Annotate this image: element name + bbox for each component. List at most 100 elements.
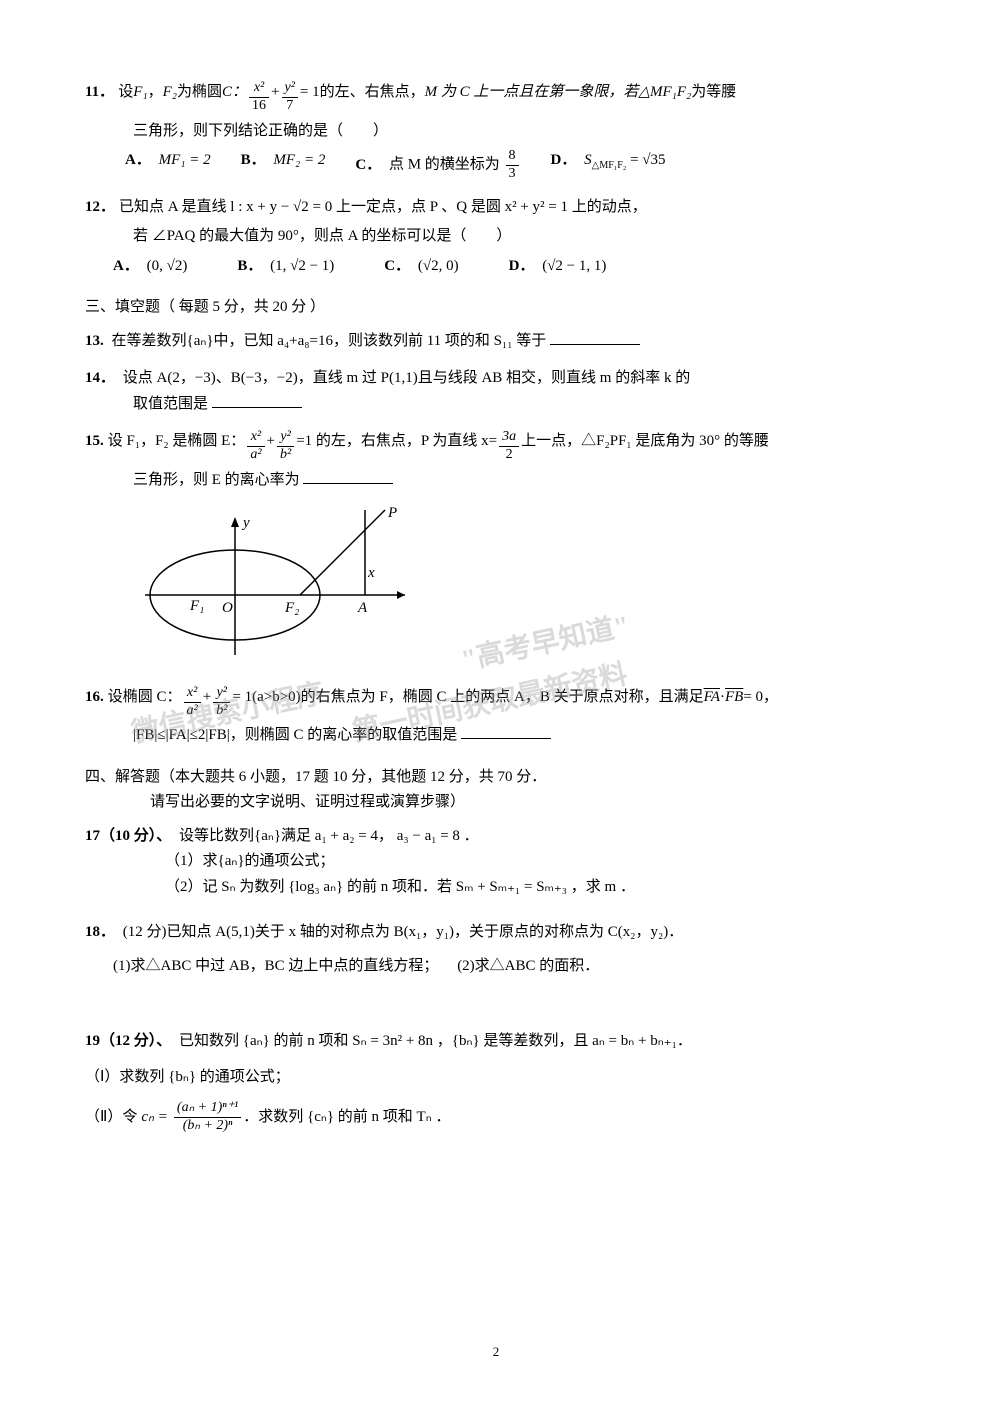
q18-sub2: (2)求△ABC 的面积． — [457, 958, 599, 974]
q11-frac2: y² 7 — [282, 80, 298, 115]
q11-opt-c-frac: 8 3 — [506, 148, 519, 183]
q14-num: 14． — [85, 370, 115, 386]
q11-comma: ， — [148, 80, 163, 106]
q16-blank — [461, 724, 551, 739]
question-19: 19（12 分）、 已知数列 {aₙ} 的前 n 项和 Sₙ = 3n² + 8… — [85, 1029, 907, 1135]
q12-num: 12． — [85, 195, 115, 221]
q16-plus: + — [203, 685, 211, 711]
q15-f2-den: b² — [277, 447, 294, 464]
diagram-a: A — [357, 600, 368, 616]
q13-num: 13. — [85, 333, 104, 349]
q19-sub2: （Ⅱ）令 cₙ = (aₙ + 1)ⁿ⁺¹ (bₙ + 2)ⁿ ．求数列 {cₙ… — [85, 1100, 907, 1135]
q11-c: C： — [222, 80, 247, 106]
q19-frac: (aₙ + 1)ⁿ⁺¹ (bₙ + 2)ⁿ — [174, 1100, 241, 1135]
q11-options: A． MF₁ = 2 B． MF₂ = 2 C． 点 M 的横坐标为 8 3 D… — [125, 148, 907, 183]
q16-f1-den: a² — [184, 703, 201, 720]
q11-opt-a-text: MF₁ = 2 — [159, 152, 211, 168]
q19-cn: cₙ = — [141, 1105, 168, 1131]
q11-d-eq: = — [630, 152, 638, 168]
q16-frac2: y² b² — [213, 685, 230, 720]
q17-sub1: （1）求{aₙ}的通项公式； — [165, 849, 907, 875]
q12-opt-b: B． (1, √2 − 1) — [237, 254, 334, 280]
q11-mid2: 的左、右焦点， — [320, 80, 425, 106]
q11-num: 11． — [85, 80, 114, 106]
q16-text1: 设椭圆 C： — [108, 685, 182, 711]
page-number: 2 — [0, 1341, 992, 1363]
q11-frac1: x² 16 — [249, 80, 269, 115]
q19-num: 19（12 分）、 — [85, 1033, 171, 1049]
q15-eq: =1 的左，右焦点，P 为直线 x= — [296, 429, 497, 455]
q11-end: 为等腰 — [691, 80, 736, 106]
q12-opt-a: A． (0, √2) — [113, 254, 187, 280]
q15-f2-num: y² — [277, 429, 294, 447]
question-11: 11． 设 F₁ ， F₂ 为椭圆 C： x² 16 + y² 7 = 1 的左… — [85, 80, 907, 183]
ellipse-diagram: F₁ O F₂ A P x y — [125, 505, 907, 675]
opt-c-label: C． — [384, 258, 410, 274]
q18-subs: (1)求△ABC 中过 AB，BC 边上中点的直线方程； (2)求△ABC 的面… — [113, 954, 907, 980]
q11-pre: 设 — [118, 80, 133, 106]
q15-line1: 15. 设 F₁，F₂ 是椭圆 E： x² a² + y² b² =1 的左，右… — [85, 429, 907, 464]
q16-text3: |FB|≤|FA|≤2|FB|，则椭圆 C 的离心率的取值范围是 — [133, 727, 457, 743]
q11-frac2-num: y² — [282, 80, 298, 98]
opt-d-label: D． — [551, 152, 577, 168]
opt-d-label: D． — [509, 258, 535, 274]
q15-f1-den: a² — [247, 447, 264, 464]
diagram-svg: F₁ O F₂ A P x y — [125, 505, 445, 665]
q13-blank — [550, 330, 640, 345]
q16-line2: |FB|≤|FA|≤2|FB|，则椭圆 C 的离心率的取值范围是 — [133, 723, 907, 749]
q11-plus: + — [271, 80, 279, 106]
q18-num: 18． — [85, 924, 115, 940]
q11-opt-b-text: MF₂ = 2 — [273, 152, 325, 168]
q17-sub2: （2）记 Sₙ 为数列 {log₃ aₙ} 的前 n 项和．若 Sₘ + Sₘ₊… — [165, 875, 907, 901]
q15-f1-num: x² — [247, 429, 264, 447]
q11-frac1-den: 16 — [249, 98, 269, 115]
q11-c-den: 3 — [506, 166, 519, 183]
q12-line1: 12． 已知点 A 是直线 l : x + y − √2 = 0 上一定点，点 … — [85, 195, 907, 221]
question-15: 15. 设 F₁，F₂ 是椭圆 E： x² a² + y² b² =1 的左，右… — [85, 429, 907, 493]
q17-line1: 17（10 分）、 设等比数列{aₙ}满足 a₁ + a₂ = 4， a₃ − … — [85, 824, 907, 850]
q12-options: A． (0, √2) B． (1, √2 − 1) C． (√2, 0) D． … — [113, 254, 907, 280]
question-16: 16. 设椭圆 C： x² a² + y² b² = 1(a>b>0)的右焦点为… — [85, 685, 907, 749]
opt-a-label: A． — [125, 152, 151, 168]
q15-frac2: y² b² — [277, 429, 294, 464]
section-3-header: 三、填空题（ 每题 5 分，共 20 分 ） — [85, 295, 907, 321]
question-12: 12． 已知点 A 是直线 l : x + y − √2 = 0 上一定点，点 … — [85, 195, 907, 280]
q14-blank — [212, 393, 302, 408]
q11-mid1: 为椭圆 — [177, 80, 222, 106]
q11-d-sub: △MF₁F₂ — [592, 160, 627, 171]
question-14: 14． 设点 A(2，−3)、B(−3，−2)，直线 m 过 P(1,1)且与线… — [85, 366, 907, 417]
q19-sub2-post: ．求数列 {cₙ} 的前 n 项和 Tₙ ． — [243, 1105, 450, 1131]
q16-f2-num: y² — [213, 685, 230, 703]
q11-opt-b: B． MF₂ = 2 — [241, 148, 326, 183]
diagram-f2: F₂ — [284, 600, 299, 616]
q14-line1: 14． 设点 A(2，−3)、B(−3，−2)，直线 m 过 P(1,1)且与线… — [85, 366, 907, 392]
q15-text1: 设 F₁，F₂ 是椭圆 E： — [108, 429, 246, 455]
q11-opt-c-pre: 点 M 的横坐标为 — [389, 157, 500, 173]
section-4-header: 四、解答题（本大题共 6 小题，17 题 10 分，其他题 12 分，共 70 … — [85, 765, 907, 816]
q15-f3-den: 2 — [499, 447, 519, 464]
q16-num: 16. — [85, 685, 104, 711]
q11-opt-a: A． MF₁ = 2 — [125, 148, 211, 183]
q15-blank — [303, 469, 393, 484]
q17-num: 17（10 分）、 — [85, 828, 171, 844]
section4-line2: 请写出必要的文字说明、证明过程或演算步骤） — [150, 790, 907, 816]
q15-frac1: x² a² — [247, 429, 264, 464]
q19-sub1: （Ⅰ）求数列 {bₙ} 的通项公式； — [85, 1065, 907, 1091]
q12-opt-d: D． (√2 − 1, 1) — [509, 254, 607, 280]
diagram-p: P — [387, 505, 397, 521]
q17-text1: 设等比数列{aₙ}满足 a₁ + a₂ = 4， a₃ − a₁ = 8 ． — [179, 828, 479, 844]
q12-opt-b-text: (1, √2 − 1) — [270, 258, 334, 274]
q16-fb: FB — [725, 685, 743, 711]
q11-opt-d: D． S△MF₁F₂ = √35 — [551, 148, 666, 183]
q18-line1: 18． (12 分)已知点 A(5,1)关于 x 轴的对称点为 B(x₁，y₁)… — [85, 920, 907, 946]
q15-line3: 三角形，则 E 的离心率为 — [133, 468, 907, 494]
q19-frac-num: (aₙ + 1)ⁿ⁺¹ — [174, 1100, 241, 1118]
q11-m: M 为 C 上一点且在第一象限，若 — [425, 80, 639, 106]
q11-c-num: 8 — [506, 148, 519, 166]
opt-b-label: B． — [237, 258, 262, 274]
q14-text1: 设点 A(2，−3)、B(−3，−2)，直线 m 过 P(1,1)且与线段 AB… — [123, 370, 690, 386]
q12-opt-d-text: (√2 − 1, 1) — [542, 258, 606, 274]
q19-line1: 19（12 分）、 已知数列 {aₙ} 的前 n 项和 Sₙ = 3n² + 8… — [85, 1029, 907, 1055]
q16-line1: 16. 设椭圆 C： x² a² + y² b² = 1(a>b>0)的右焦点为… — [85, 685, 907, 720]
question-18: 18． (12 分)已知点 A(5,1)关于 x 轴的对称点为 B(x₁，y₁)… — [85, 920, 907, 979]
